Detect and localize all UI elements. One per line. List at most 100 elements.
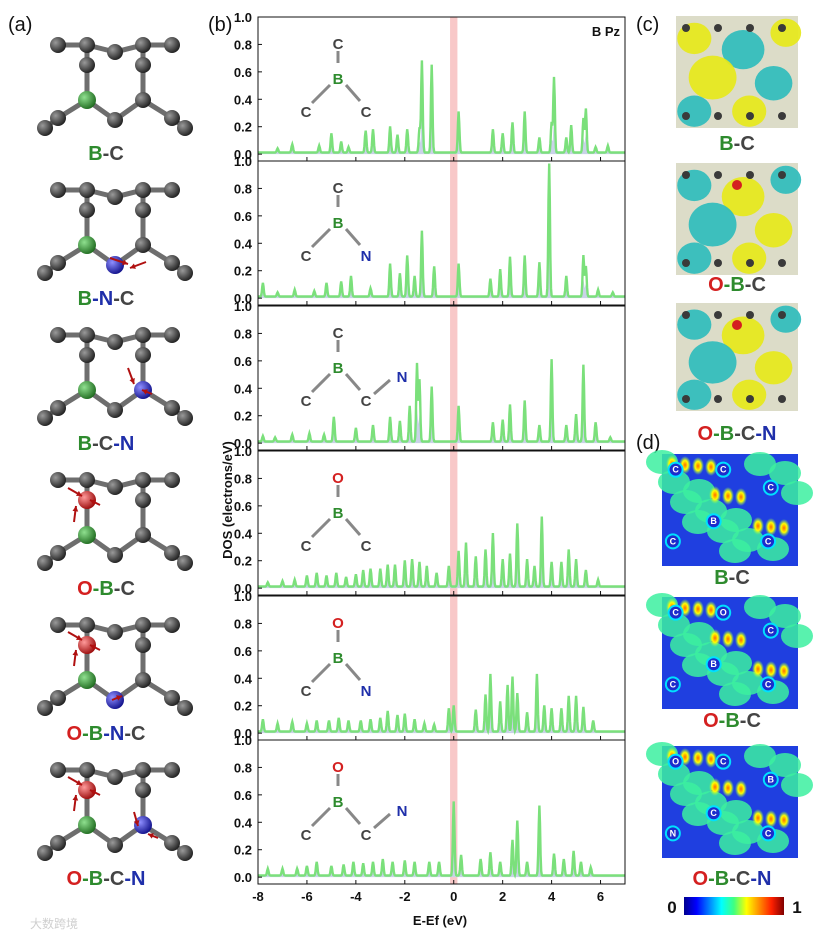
oxygen-atom xyxy=(78,491,96,509)
elf-bond-region xyxy=(682,653,714,677)
elf-lone-pair xyxy=(752,809,764,827)
elf-bond-region xyxy=(719,831,751,855)
charge-map-label: B-C xyxy=(719,133,755,155)
carbon-atom xyxy=(682,112,690,120)
inset-bond xyxy=(310,806,332,828)
inset-atom-left: C xyxy=(301,538,312,555)
colorbar-max-label: 1 xyxy=(792,898,801,917)
carbon-atom xyxy=(177,265,193,281)
dos-fill-area xyxy=(258,405,625,444)
inset-atom-left: C xyxy=(301,827,312,844)
carbon-atom xyxy=(746,259,754,267)
y-tick-label: 0.6 xyxy=(234,499,252,514)
elf-lone-pair xyxy=(705,458,717,476)
carbon-atom xyxy=(50,327,66,343)
inset-atom-center: B xyxy=(333,505,344,522)
inset-atom-right: N xyxy=(361,248,372,265)
carbon-atom xyxy=(50,182,66,198)
y-tick-label: 0.6 xyxy=(234,644,252,659)
elf-map-label-part: O xyxy=(693,868,709,890)
carbon-atom xyxy=(135,617,151,633)
charge-map-label-part: -B xyxy=(713,423,734,445)
elf-bond-region xyxy=(744,595,776,619)
y-tick-label: 0.4 xyxy=(234,92,253,107)
elf-atom-label: C xyxy=(768,483,775,493)
carbon-atom xyxy=(79,57,95,73)
x-tick-label: 0 xyxy=(450,889,457,904)
arrow-head xyxy=(129,378,135,384)
elf-lone-pair xyxy=(752,517,764,535)
x-tick-label: -2 xyxy=(399,889,411,904)
arrow-head xyxy=(122,259,128,266)
carbon-atom xyxy=(164,690,180,706)
carbon-atom xyxy=(714,395,722,403)
elf-lone-pair xyxy=(778,811,790,829)
arrow-head xyxy=(90,499,96,505)
carbon-atom xyxy=(107,112,123,128)
isosurface-lobe xyxy=(770,305,802,333)
carbon-atom xyxy=(107,769,123,785)
charge-map-label-part: -C xyxy=(734,133,755,155)
charge-map-label-part: -N xyxy=(755,423,776,445)
boron-atom xyxy=(78,816,96,834)
elf-bond-region xyxy=(744,452,776,476)
carbon-atom xyxy=(79,762,95,778)
y-tick-label: 0.8 xyxy=(234,326,252,341)
panel-letter-b: (b) xyxy=(208,14,232,36)
x-tick-label: 2 xyxy=(499,889,506,904)
charge-map-label: O-B-C xyxy=(708,274,766,296)
inset-atom-top: O xyxy=(332,615,344,632)
inset-atom-far: N xyxy=(397,369,408,386)
carbon-atom xyxy=(714,311,722,319)
elf-atom-label: C xyxy=(765,828,772,838)
y-tick-label: 0.2 xyxy=(234,699,252,714)
oxygen-atom xyxy=(78,781,96,799)
elf-atom-core xyxy=(667,461,684,478)
charge-map-label-part: -C xyxy=(745,274,766,296)
carbon-atom xyxy=(714,171,722,179)
elf-lone-pair xyxy=(722,779,734,797)
elf-bond-region xyxy=(744,744,776,768)
inset-bond xyxy=(344,663,362,681)
isosurface-lobe xyxy=(732,95,767,127)
arrow-head xyxy=(90,644,96,650)
elf-bond-region xyxy=(658,762,690,786)
elf-atom-label: N xyxy=(670,828,677,838)
carbon-atom xyxy=(682,259,690,267)
structure-label: B-C-N xyxy=(78,433,135,455)
charge-map-label-part: O xyxy=(708,274,724,296)
dos-panel-frame xyxy=(257,305,626,451)
y-tick-label: 0.6 xyxy=(234,788,252,803)
structure-label-part: -C xyxy=(92,433,113,455)
elf-atom-label: C xyxy=(670,679,677,689)
arrow-head xyxy=(133,820,140,826)
inset-atom-center: B xyxy=(333,360,344,377)
carbon-atom xyxy=(682,311,690,319)
elf-atom-label: C xyxy=(720,465,727,475)
dos-curve xyxy=(258,673,625,736)
carbon-atom xyxy=(79,182,95,198)
elf-lone-pair xyxy=(735,488,747,506)
elf-bond-region xyxy=(670,490,702,514)
charge-map-3: O-B-C-N xyxy=(676,303,802,445)
carbon-atom xyxy=(50,472,66,488)
inset-atom-left: C xyxy=(301,104,312,121)
carbon-atom xyxy=(746,171,754,179)
dos-panel-frame xyxy=(257,160,626,306)
elf-atom-core xyxy=(762,771,779,788)
elf-atom-core xyxy=(715,604,732,621)
elf-map-label-part: -N xyxy=(750,868,771,890)
charge-map-label-part: O xyxy=(698,423,714,445)
carbon-atom xyxy=(79,327,95,343)
x-tick-label: -8 xyxy=(252,889,264,904)
arrow-head xyxy=(130,263,136,269)
carbon-atom xyxy=(107,547,123,563)
carbon-atom xyxy=(50,617,66,633)
y-tick-label: 0.4 xyxy=(234,381,253,396)
inset-atom-center: B xyxy=(333,794,344,811)
elf-atom-label: C xyxy=(670,536,677,546)
dos-curve xyxy=(258,801,625,879)
carbon-atom xyxy=(746,112,754,120)
elf-bond-region xyxy=(658,613,690,637)
